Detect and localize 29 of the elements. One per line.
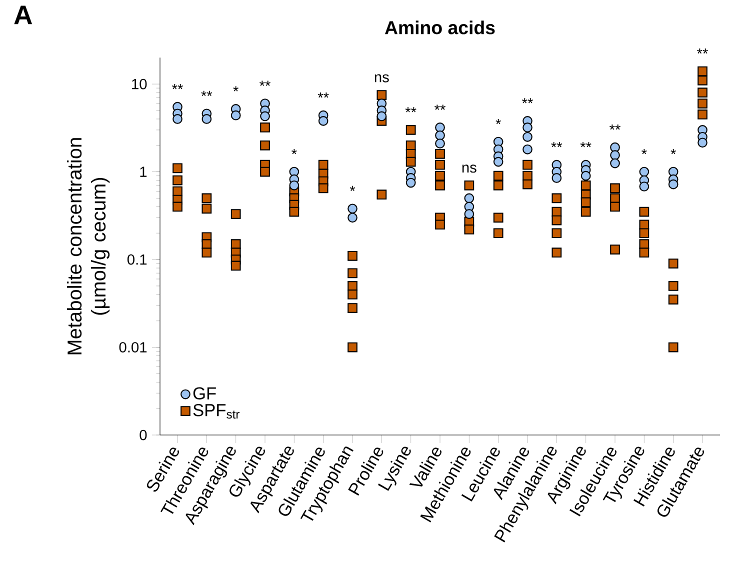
annotation: *: [642, 149, 647, 154]
annotation: *: [292, 149, 297, 154]
y-tick-label: 0.1: [127, 254, 147, 265]
annotation: **: [697, 48, 708, 54]
legend-label: SPF$_{str}$: [193, 404, 240, 419]
annotation: **: [610, 124, 620, 130]
y-tick-label: 0.01: [119, 342, 147, 352]
y-tick-label: 0: [140, 430, 147, 440]
y-axis-title: Metabolite concentration (µmol/g cecum): [66, 138, 110, 354]
text: A: [14, 6, 32, 24]
annotation: **: [522, 98, 533, 104]
annotation: *: [496, 118, 501, 124]
annotation: **: [434, 104, 446, 110]
annotation: *: [233, 86, 238, 92]
y-tick-label: 1: [140, 166, 147, 177]
y-tick-label: 10: [132, 78, 147, 90]
annotation: **: [405, 107, 416, 112]
annotation: **: [260, 80, 270, 86]
annotation: *: [350, 186, 356, 192]
annotation: **: [172, 84, 183, 90]
annotation: **: [318, 92, 329, 98]
annotation: **: [201, 90, 212, 96]
chart-title: Amino acids: [384, 20, 495, 34]
annotation: *: [670, 149, 676, 154]
annotation: ns: [374, 74, 389, 82]
annotation: **: [551, 142, 562, 148]
legend-label: GF: [193, 387, 216, 400]
annotation: **: [580, 142, 592, 148]
annotation: ns: [462, 164, 476, 173]
